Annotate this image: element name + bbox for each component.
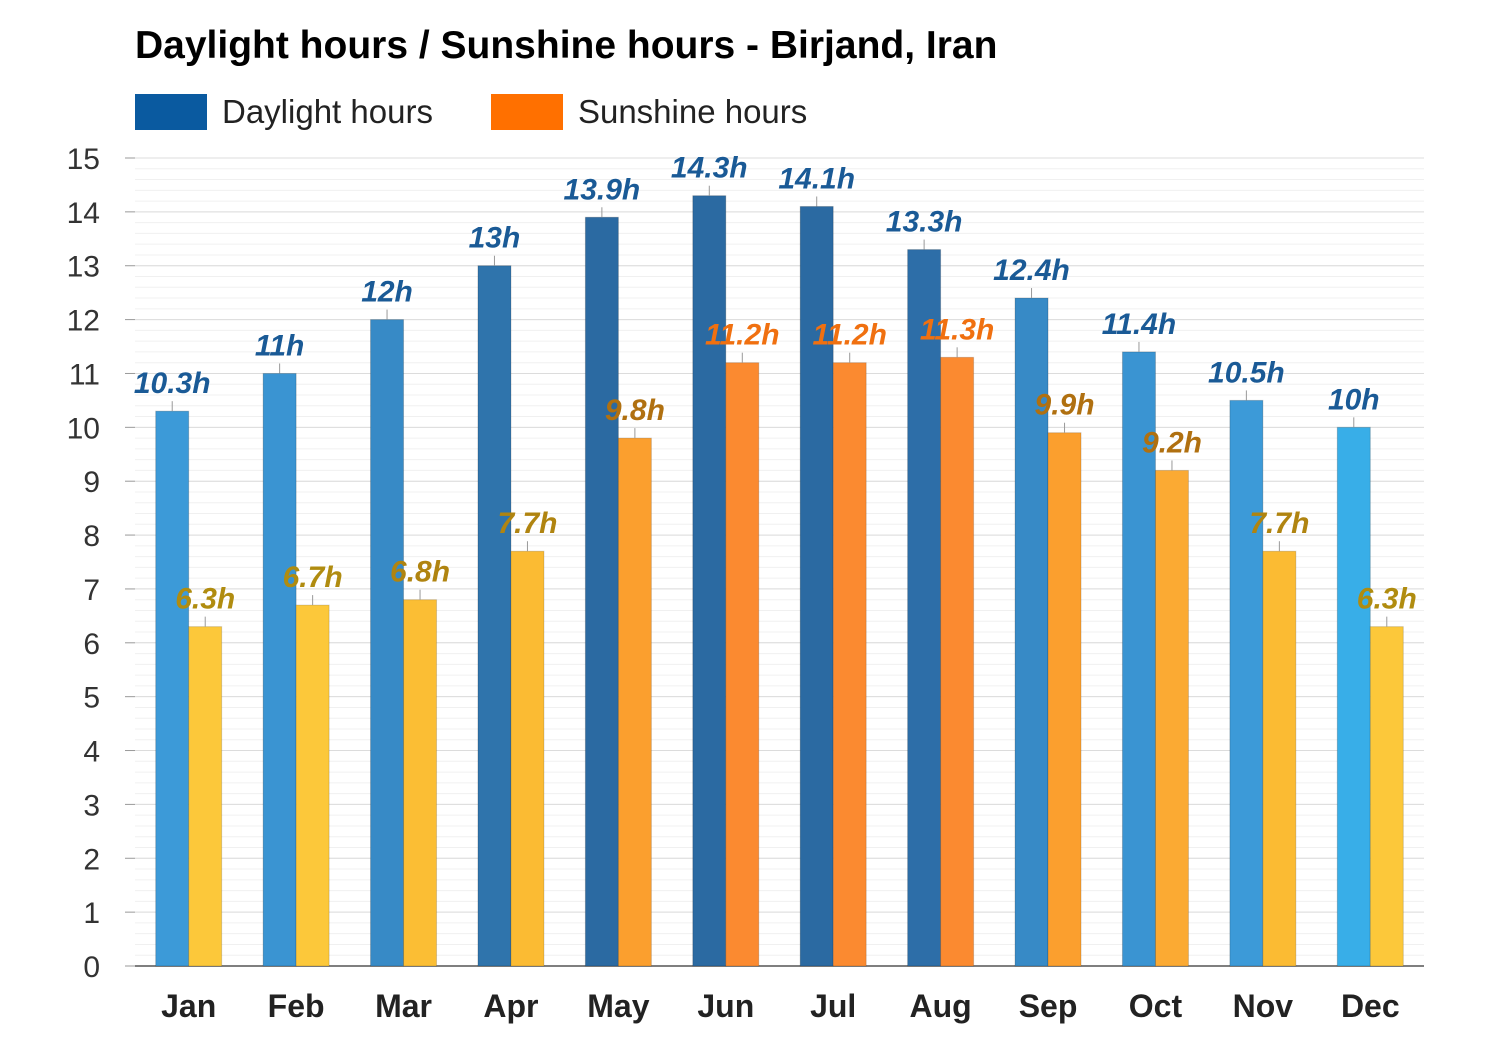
ytick-label: 11 (69, 358, 100, 391)
data-label-sunshine-sep: 9.9h (1035, 389, 1095, 422)
bar-daylight-mar (370, 319, 405, 967)
bar-daylight-nov (1229, 399, 1264, 967)
bar-daylight-jun (692, 195, 727, 967)
xtick-label-oct: Oct (1129, 988, 1183, 1024)
ytick-label: 7 (83, 574, 100, 607)
data-label-sunshine-oct: 9.2h (1142, 426, 1202, 459)
xtick-label-aug: Aug (910, 988, 972, 1024)
bar-sunshine-feb (295, 604, 330, 967)
ytick-label: 8 (83, 520, 100, 553)
data-label-sunshine-jan: 6.3h (175, 583, 235, 616)
bar-daylight-feb (262, 372, 297, 967)
xtick-label-nov: Nov (1233, 988, 1294, 1024)
data-label-daylight-oct: 11.4h (1102, 308, 1177, 341)
data-label-sunshine-mar: 6.8h (390, 556, 450, 589)
data-label-sunshine-feb: 6.7h (283, 561, 343, 594)
xtick-label-jan: Jan (161, 988, 216, 1024)
data-label-daylight-apr: 13h (469, 222, 521, 255)
data-label-sunshine-jul: 11.2h (812, 319, 887, 352)
data-label-sunshine-dec: 6.3h (1357, 583, 1417, 616)
data-label-sunshine-may: 9.8h (605, 394, 665, 427)
ytick-label: 2 (83, 843, 100, 876)
data-label-daylight-aug: 13.3h (886, 206, 963, 239)
bar-sunshine-apr (510, 550, 545, 967)
bar-sunshine-jan (188, 626, 223, 967)
xtick-label-jun: Jun (697, 988, 754, 1024)
ytick-label: 14 (67, 197, 100, 230)
bar-daylight-aug (907, 249, 942, 967)
ytick-label: 12 (67, 305, 100, 338)
ytick-label: 3 (83, 789, 100, 822)
xtick-label-apr: Apr (483, 988, 538, 1024)
xtick-label-mar: Mar (375, 988, 432, 1024)
bar-sunshine-jul (832, 362, 867, 967)
legend-swatch-sunshine (490, 94, 563, 130)
bar-sunshine-nov (1262, 550, 1297, 967)
bar-daylight-jan (155, 410, 190, 967)
data-label-sunshine-jun: 11.2h (705, 319, 780, 352)
legend-label-daylight: Daylight hours (222, 93, 433, 130)
data-label-daylight-dec: 10h (1328, 383, 1380, 416)
legend-item-sunshine[interactable]: Sunshine hours (490, 93, 808, 131)
data-label-daylight-mar: 12h (361, 276, 413, 309)
data-label-daylight-may: 13.9h (564, 173, 641, 206)
ytick-label: 4 (83, 736, 100, 769)
data-label-sunshine-nov: 7.7h (1249, 507, 1309, 540)
data-label-sunshine-apr: 7.7h (497, 507, 557, 540)
ytick-label: 0 (83, 951, 100, 984)
xtick-label-dec: Dec (1341, 988, 1400, 1024)
data-label-sunshine-aug: 11.3h (920, 313, 995, 346)
bar-sunshine-may (617, 437, 652, 967)
ytick-label: 15 (67, 143, 100, 176)
legend-item-daylight[interactable]: Daylight hours (135, 93, 433, 131)
ytick-label: 1 (83, 897, 100, 930)
bar-sunshine-dec (1369, 626, 1404, 967)
bar-sunshine-oct (1154, 469, 1189, 967)
bar-daylight-dec (1336, 426, 1371, 967)
ytick-label: 5 (83, 682, 100, 715)
bar-sunshine-sep (1047, 432, 1082, 967)
bar-sunshine-mar (403, 599, 438, 967)
chart-title: Daylight hours / Sunshine hours - Birjan… (135, 24, 998, 67)
ytick-label: 10 (67, 412, 100, 445)
data-label-daylight-feb: 11h (255, 329, 304, 362)
bar-daylight-may (584, 216, 619, 967)
xtick-label-may: May (587, 988, 649, 1024)
data-label-daylight-sep: 12.4h (993, 254, 1070, 287)
bar-daylight-apr (477, 265, 512, 967)
legend-swatch-daylight (135, 94, 207, 130)
xtick-label-feb: Feb (268, 988, 325, 1024)
xtick-label-jul: Jul (810, 988, 856, 1024)
legend-label-sunshine: Sunshine hours (577, 93, 808, 130)
data-label-daylight-jul: 14.1h (778, 162, 855, 195)
bar-daylight-jul (799, 205, 834, 967)
bar-sunshine-jun (725, 362, 760, 967)
ytick-label: 13 (67, 251, 100, 284)
bar-daylight-oct (1121, 351, 1156, 967)
data-label-daylight-jan: 10.3h (134, 367, 211, 400)
bar-sunshine-aug (940, 356, 975, 967)
legend: Daylight hours Sunshine hours (135, 93, 865, 131)
ytick-label: 9 (83, 466, 100, 499)
data-label-daylight-nov: 10.5h (1208, 356, 1285, 389)
data-label-daylight-jun: 14.3h (671, 152, 748, 185)
xtick-label-sep: Sep (1019, 988, 1078, 1024)
ytick-label: 6 (83, 628, 100, 661)
